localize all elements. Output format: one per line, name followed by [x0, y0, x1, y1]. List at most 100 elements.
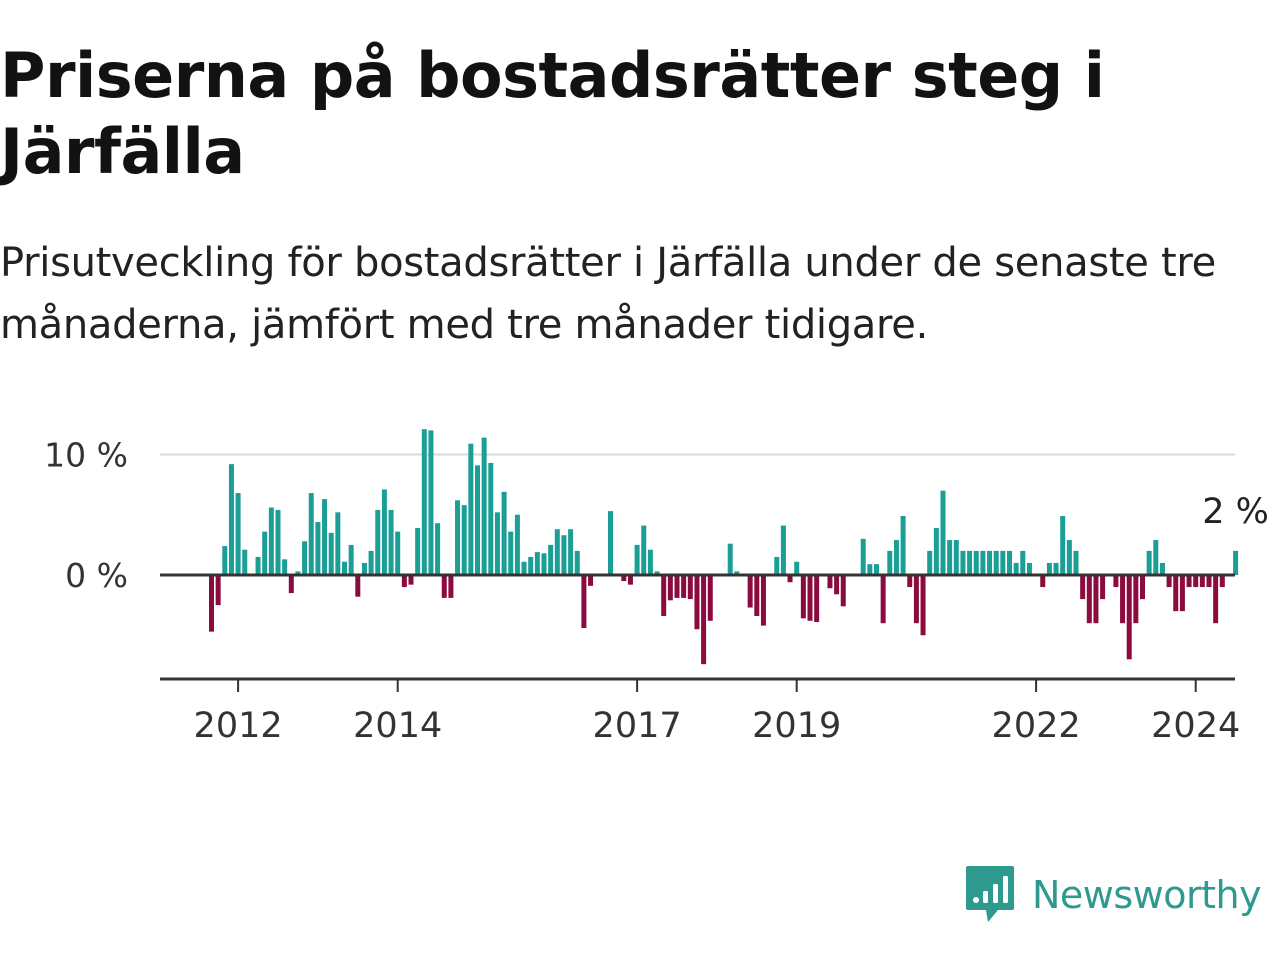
bar [1093, 575, 1099, 624]
bar [654, 571, 660, 575]
bar [661, 575, 667, 616]
bar [209, 575, 214, 632]
x-tick-label: 2012 [194, 706, 283, 746]
bar [514, 514, 520, 575]
bar [1113, 575, 1119, 588]
bar [667, 575, 673, 601]
bar [1140, 575, 1145, 600]
bar [953, 540, 959, 575]
x-tick-label: 2022 [992, 706, 1081, 746]
bar [814, 575, 820, 622]
bar [342, 561, 347, 576]
bar [993, 550, 999, 575]
bar [913, 575, 919, 624]
bar [215, 575, 221, 606]
bar [534, 552, 540, 575]
bar [940, 490, 946, 575]
bar [568, 529, 574, 575]
bar [1040, 575, 1046, 588]
y-tick-label: 0 % [65, 556, 128, 595]
bar [222, 546, 228, 575]
bar [900, 515, 906, 576]
bar [268, 507, 274, 575]
bar [481, 437, 487, 575]
bar [621, 575, 627, 582]
bar [242, 549, 248, 576]
bar [275, 509, 281, 575]
bar [1000, 550, 1006, 575]
x-tick-label: 2019 [752, 706, 841, 746]
bar [794, 561, 800, 576]
bar [475, 465, 480, 576]
bar [1193, 575, 1199, 588]
bar [1086, 575, 1092, 624]
x-tick-label: 2017 [593, 706, 682, 746]
bar [348, 544, 354, 576]
bar [1213, 575, 1219, 624]
bar [1013, 562, 1019, 575]
bar [1053, 562, 1059, 575]
bar [554, 529, 560, 575]
bars-layer [209, 429, 1239, 665]
bar [754, 575, 760, 616]
bar [880, 575, 886, 624]
bar [1060, 515, 1066, 576]
bar [494, 512, 500, 575]
bar [1153, 540, 1159, 575]
bar [907, 575, 913, 588]
y-tick-label: 10 % [44, 436, 128, 475]
bar [255, 556, 261, 575]
bar [1233, 550, 1239, 575]
bar [1166, 575, 1172, 588]
bar [1007, 550, 1012, 575]
bar [315, 521, 321, 575]
bar [1026, 562, 1032, 575]
bar [508, 531, 514, 575]
bar [641, 525, 647, 576]
bar [867, 564, 873, 575]
bar [541, 553, 547, 575]
bar [561, 535, 567, 576]
axis-layer [160, 573, 1235, 692]
bar [548, 544, 554, 576]
bar [448, 575, 454, 598]
bar [707, 575, 713, 621]
bar [395, 531, 401, 575]
chart-subtitle: Prisutveckling för bostadsrätter i Järfä… [0, 240, 1216, 348]
bar [574, 550, 580, 575]
bar [388, 509, 394, 575]
x-tick-label: 2024 [1151, 706, 1240, 746]
bar [1159, 562, 1165, 575]
bar [734, 571, 740, 575]
last-value-label: 2 % [1202, 492, 1269, 532]
bar [887, 550, 893, 575]
bar [893, 540, 899, 575]
bar [787, 575, 793, 583]
bar [1100, 575, 1106, 600]
bar [674, 575, 680, 598]
bar [468, 443, 474, 575]
brand-name: Newsworthy [1032, 873, 1262, 917]
bar [1126, 575, 1132, 660]
bar [335, 512, 341, 575]
bar [1146, 550, 1152, 575]
bar [947, 540, 953, 575]
bar [368, 550, 374, 575]
bar [415, 528, 421, 575]
bar [933, 528, 939, 575]
bar [295, 571, 301, 575]
label-layer: 0 % 10 % 2012 2014 2017 2019 2022 2024 2 % [44, 436, 1269, 747]
bar [1173, 575, 1179, 612]
bar [528, 556, 534, 575]
bar [1186, 575, 1192, 588]
bar [435, 523, 441, 575]
bar [1046, 562, 1052, 575]
bar [701, 575, 707, 665]
bar [774, 556, 780, 575]
chart-title: Priserna på bostadsrätter steg i Järfäll… [0, 39, 1105, 188]
bar [920, 575, 926, 636]
brand[interactable]: Newsworthy [964, 864, 1262, 926]
bar [1080, 575, 1086, 600]
bar [375, 509, 381, 575]
